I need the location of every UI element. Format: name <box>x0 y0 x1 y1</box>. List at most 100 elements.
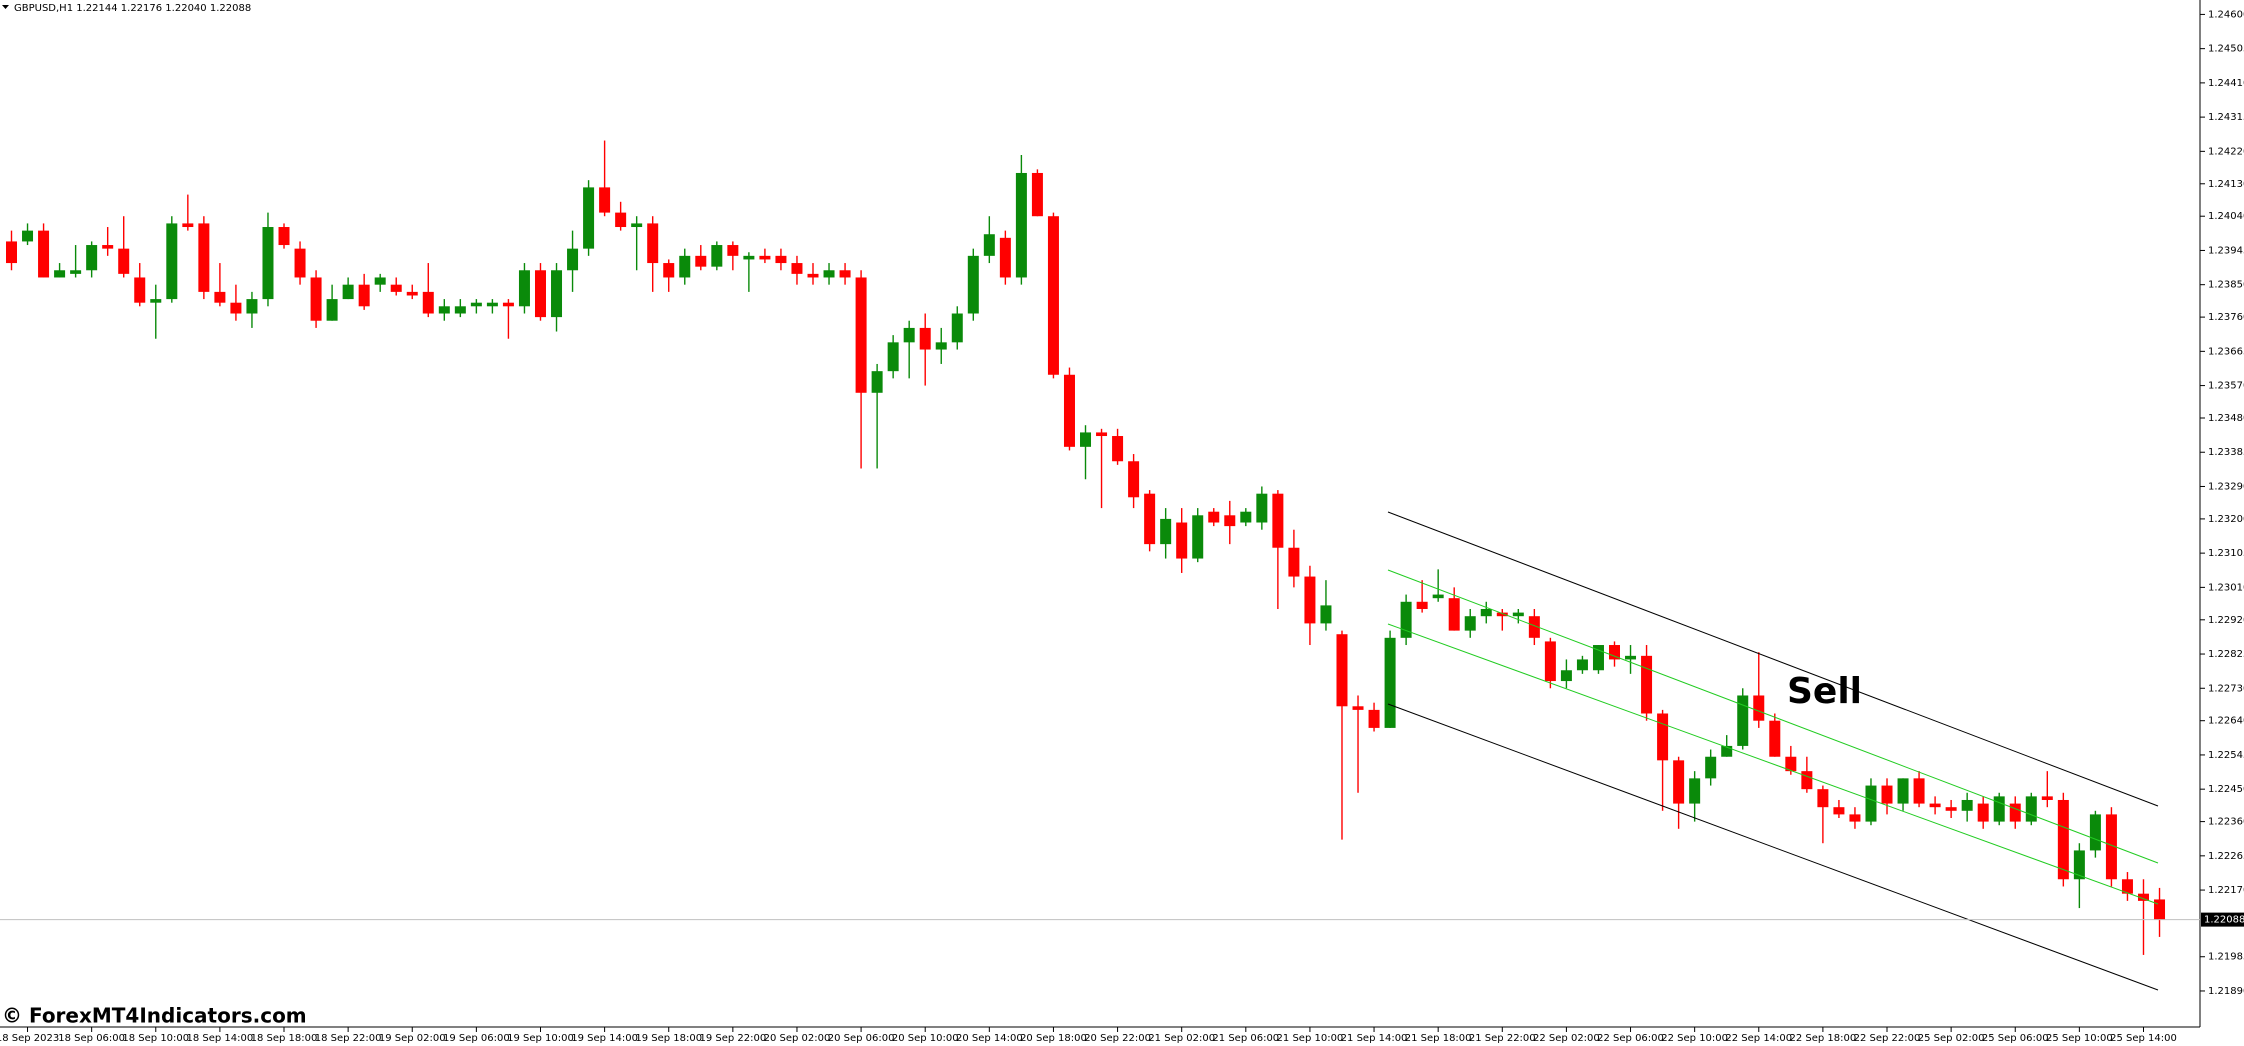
y-tick-label: 1.24130 <box>2208 179 2244 190</box>
x-tick-label: 20 Sep 06:00 <box>828 1033 895 1044</box>
x-tick-label: 21 Sep 02:00 <box>1148 1033 1215 1044</box>
y-tick-label: 1.22360 <box>2208 817 2244 828</box>
candle-body <box>1256 493 1268 523</box>
candle-body <box>310 277 322 321</box>
y-tick-label: 1.23665 <box>2208 346 2244 357</box>
y-tick-label: 1.23010 <box>2208 582 2244 593</box>
candle-body <box>1544 641 1556 682</box>
candle-body <box>22 230 34 242</box>
x-tick-label: 25 Sep 10:00 <box>2046 1033 2113 1044</box>
candle-body <box>1416 601 1428 609</box>
candle-body <box>1272 493 1284 548</box>
current-price-box <box>2201 912 2244 927</box>
candle-body <box>1576 659 1588 671</box>
candle-body <box>1865 785 1877 822</box>
x-tick-label: 21 Sep 14:00 <box>1341 1033 1408 1044</box>
x-tick-label: 19 Sep 18:00 <box>635 1033 702 1044</box>
candle-body <box>1945 807 1957 811</box>
candle-body <box>1096 432 1108 437</box>
candle-body <box>1015 172 1027 278</box>
candle-body <box>6 241 17 264</box>
candle-body <box>1240 511 1252 523</box>
x-tick-label: 21 Sep 22:00 <box>1469 1033 1536 1044</box>
candle-body <box>1721 745 1733 757</box>
candle-body <box>2041 796 2053 800</box>
candle-body <box>1400 601 1412 638</box>
x-tick-label: 20 Sep 02:00 <box>764 1033 831 1044</box>
candle-body <box>855 277 867 393</box>
y-tick-label: 1.24040 <box>2208 211 2244 222</box>
candle-body <box>262 227 274 300</box>
candle-body <box>230 302 242 314</box>
sell-annotation: Sell <box>1787 671 1862 712</box>
title-arrow[interactable] <box>2 5 9 9</box>
x-tick-label: 22 Sep 10:00 <box>1661 1033 1728 1044</box>
candle-body <box>1897 778 1909 804</box>
y-tick-label: 1.22450 <box>2208 784 2244 795</box>
candle-body <box>1368 709 1380 728</box>
candle-body <box>1224 515 1236 527</box>
candle-body <box>486 302 498 307</box>
candle-body <box>438 306 450 314</box>
x-tick-label: 21 Sep 10:00 <box>1277 1033 1344 1044</box>
x-tick-label: 22 Sep 22:00 <box>1854 1033 1921 1044</box>
y-tick-label: 1.24410 <box>2208 78 2244 89</box>
candle-body <box>871 371 883 393</box>
candle-body <box>1609 645 1620 660</box>
candle-body <box>1849 814 1861 822</box>
y-tick-label: 1.22265 <box>2208 851 2244 862</box>
candle-body <box>1673 760 1685 804</box>
candle-body <box>615 212 627 228</box>
x-tick-label: 19 Sep 06:00 <box>443 1033 510 1044</box>
candle-body <box>502 302 514 307</box>
candle-body <box>711 245 723 267</box>
candle-body <box>1737 695 1749 746</box>
candle-body <box>1480 608 1492 617</box>
candle-body <box>1817 789 1829 808</box>
x-tick-label: 19 Sep 22:00 <box>699 1033 766 1044</box>
candle-body <box>1512 612 1524 617</box>
channel-inner-lower <box>1387 623 2159 905</box>
y-tick-label: 1.23760 <box>2208 312 2244 323</box>
candle-body <box>246 299 258 314</box>
channel-inner-upper <box>1387 569 2159 864</box>
candle-body <box>1929 803 1941 808</box>
candle-body <box>118 248 130 274</box>
candle-body <box>2121 879 2133 894</box>
candle-body <box>1801 771 1813 790</box>
candle-body <box>150 299 162 303</box>
channel-upper <box>1387 511 2159 807</box>
y-tick-label: 1.23200 <box>2208 514 2244 525</box>
candle-body <box>278 227 290 246</box>
x-tick-label: 18 Sep 10:00 <box>122 1033 189 1044</box>
candle-body <box>2105 814 2117 880</box>
candle-body <box>1144 493 1156 545</box>
candle-body <box>743 255 755 260</box>
y-tick-label: 1.22640 <box>2208 716 2244 727</box>
candle-body <box>775 255 787 264</box>
candle-body <box>1705 756 1717 779</box>
candle-body <box>2089 814 2101 851</box>
x-tick-label: 18 Sep 18:00 <box>251 1033 318 1044</box>
x-tick-label: 25 Sep 06:00 <box>1982 1033 2049 1044</box>
candle-body <box>534 270 546 318</box>
candle-body <box>102 245 114 249</box>
candle-body <box>2137 893 2149 901</box>
candle-body <box>1432 594 1444 599</box>
candle-body <box>1448 598 1460 631</box>
candle-body <box>1464 616 1476 631</box>
candle-body <box>1128 461 1140 498</box>
candle-body <box>1176 522 1188 559</box>
candle-body <box>86 245 98 271</box>
candle-body <box>1881 785 1893 804</box>
candle-body <box>1977 803 1989 822</box>
candle-body <box>583 187 595 249</box>
y-tick-label: 1.23105 <box>2208 548 2244 559</box>
y-tick-label: 1.23945 <box>2208 245 2244 256</box>
x-tick-label: 18 Sep 06:00 <box>58 1033 125 1044</box>
y-tick-label: 1.23480 <box>2208 413 2244 424</box>
x-tick-label: 20 Sep 10:00 <box>892 1033 959 1044</box>
candle-body <box>1320 605 1332 624</box>
candle-body <box>647 223 659 264</box>
